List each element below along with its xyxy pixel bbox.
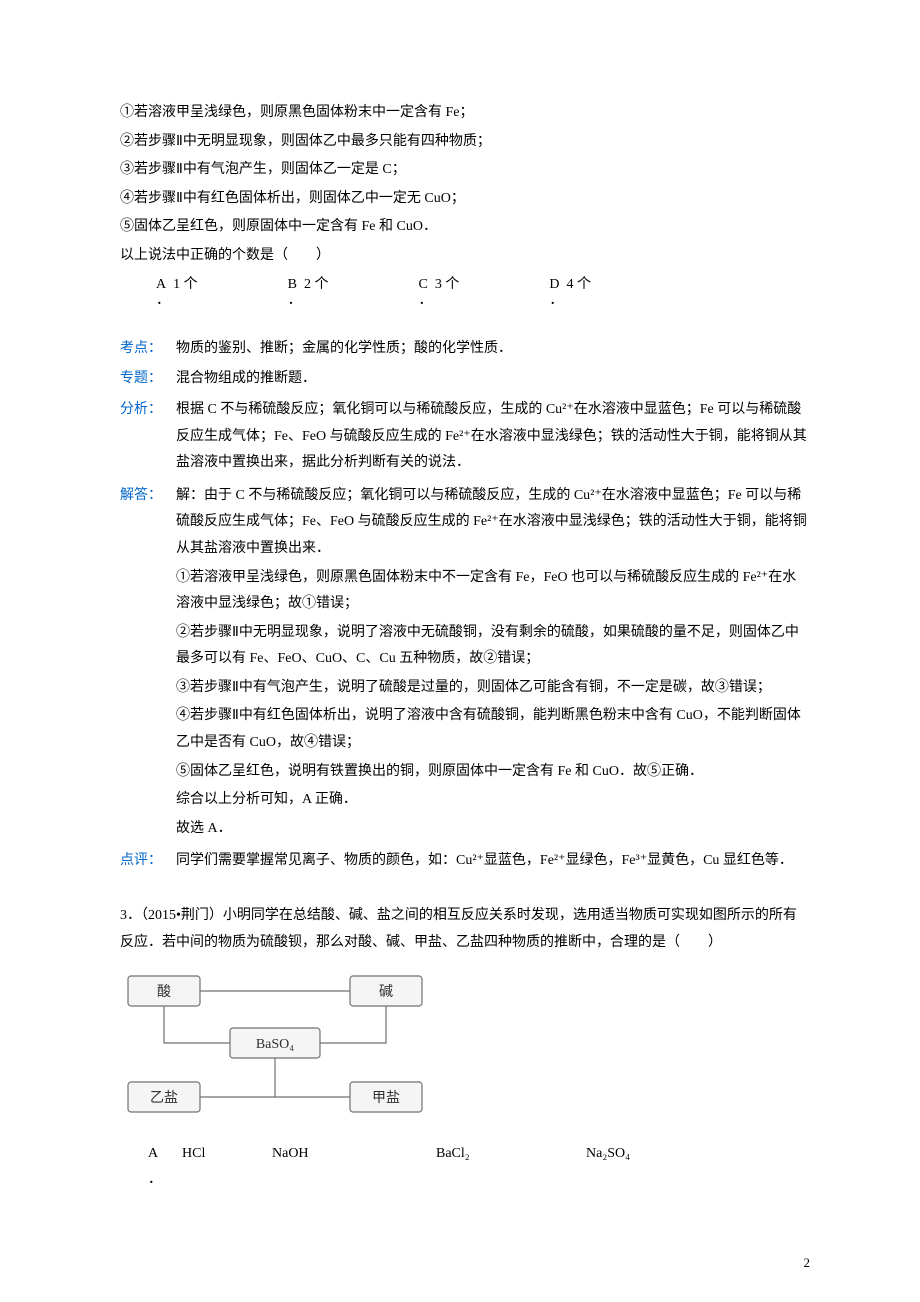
statement-5: ⑤固体乙呈红色，则原固体中一定含有 Fe 和 CuO．	[120, 214, 810, 241]
fenxi-content: 根据 C 不与稀硫酸反应；氧化铜可以与稀硫酸反应，生成的 Cu²⁺在水溶液中显蓝…	[176, 397, 810, 479]
diagram-acid-label: 酸	[157, 984, 171, 1000]
kaodian-content: 物质的鉴别、推断；金属的化学性质；酸的化学性质．	[176, 336, 810, 363]
zhuanti-content: 混合物组成的推断题．	[176, 366, 810, 393]
q3-intro: 3．（2015•荆门）小明同学在总结酸、碱、盐之间的相互反应关系时发现，选用适当…	[120, 903, 810, 956]
q3-option-acid: HCl	[182, 1141, 272, 1194]
kaodian-label: 考点：	[120, 336, 176, 363]
fenxi-label: 分析：	[120, 397, 176, 424]
option-dot: ．	[156, 294, 170, 308]
dianping-content: 同学们需要掌握常见离子、物质的颜色，如：Cu²⁺显蓝色，Fe²⁺显绿色，Fe³⁺…	[176, 848, 810, 877]
reaction-diagram: 酸 碱 BaSO₄ 乙盐 甲盐	[120, 970, 810, 1131]
option-d: D 4 个 ．	[549, 276, 591, 308]
q3-option-salt1: BaCl₂	[436, 1141, 586, 1194]
diagram-center-label: BaSO₄	[256, 1037, 294, 1052]
page-number: 2	[804, 1251, 811, 1276]
statement-1: ①若溶液甲呈浅绿色，则原黑色固体粉末中一定含有 Fe；	[120, 100, 810, 127]
option-a: A 1 个 ．	[156, 276, 198, 308]
diagram-right-salt-label: 甲盐	[372, 1090, 400, 1106]
jieda-content: 解：由于 C 不与稀硫酸反应；氧化铜可以与稀硫酸反应，生成的 Cu²⁺在水溶液中…	[176, 483, 810, 845]
option-b: B 2 个 ．	[288, 276, 329, 308]
options-q1: A 1 个 ． B 2 个 ． C 3 个 ． D 4 个 ．	[156, 276, 810, 308]
diagram-base-label: 碱	[379, 984, 393, 1000]
q3-option-letter: A ．	[148, 1141, 182, 1194]
q3-option-salt2: Na₂SO₄	[586, 1141, 706, 1194]
statement-2: ②若步骤Ⅱ中无明显现象，则固体乙中最多只能有四种物质；	[120, 129, 810, 156]
diagram-left-salt-label: 乙盐	[150, 1090, 178, 1106]
dianping-label: 点评：	[120, 848, 176, 875]
statement-3: ③若步骤Ⅱ中有气泡产生，则固体乙一定是 C；	[120, 157, 810, 184]
jieda-label: 解答：	[120, 483, 176, 510]
zhuanti-label: 专题：	[120, 366, 176, 393]
q3-option-base: NaOH	[272, 1141, 436, 1194]
option-c: C 3 个 ．	[418, 276, 459, 308]
statement-question: 以上说法中正确的个数是（ ）	[120, 243, 810, 270]
statement-4: ④若步骤Ⅱ中有红色固体析出，则固体乙中一定无 CuO；	[120, 186, 810, 213]
options-q3: A ． HCl NaOH BaCl₂ Na₂SO₄	[148, 1141, 810, 1194]
